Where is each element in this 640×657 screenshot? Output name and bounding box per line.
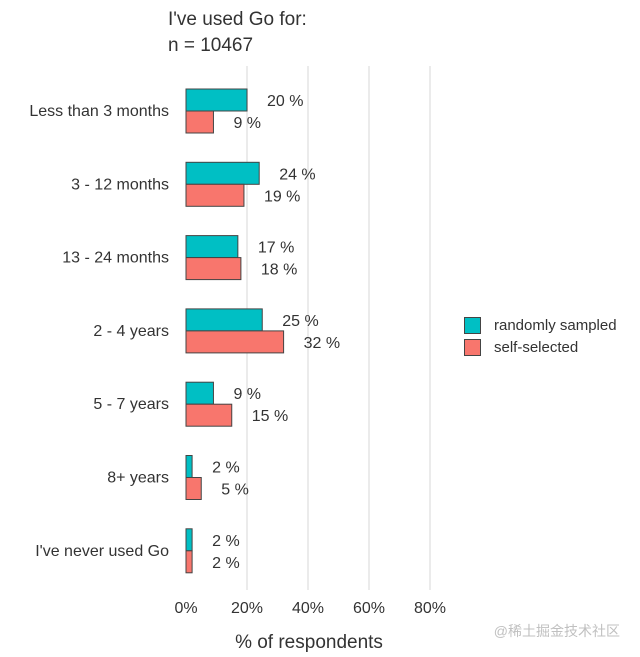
legend-item-self-selected: self-selected [464, 336, 617, 358]
x-tick-label-0: 0% [174, 600, 197, 617]
bar-self-selected-less-than-3-months [185, 110, 214, 134]
legend-label-randomly-sampled: randomly sampled [494, 316, 617, 334]
bar-randomly-sampled-2-4-years [185, 308, 263, 332]
data-label-self-selected-less-than-3-months: 9 % [233, 115, 261, 132]
category-label-i-ve-never-used-go: I've never used Go [35, 543, 169, 560]
bar-self-selected-13-24-months [185, 257, 242, 281]
bar-self-selected-2-4-years [185, 330, 285, 354]
data-label-self-selected-13-24-months: 18 % [261, 262, 297, 279]
bar-randomly-sampled-3-12-months [185, 161, 260, 185]
data-label-randomly-sampled-3-12-months: 24 % [279, 166, 315, 183]
data-label-self-selected-3-12-months: 19 % [264, 188, 300, 205]
data-label-self-selected-2-4-years: 32 % [304, 335, 340, 352]
bar-self-selected-3-12-months [185, 183, 245, 207]
category-label-less-than-3-months: Less than 3 months [29, 103, 169, 120]
x-tick-label-60: 60% [353, 600, 385, 617]
chart-subtitle: n = 10467 [168, 35, 254, 56]
category-label-8-years: 8+ years [107, 470, 169, 487]
chart-title: I've used Go for: [168, 9, 307, 30]
watermark: @稀土掘金技术社区 [493, 623, 620, 639]
bar-randomly-sampled-less-than-3-months [185, 88, 248, 112]
legend-swatch-self-selected [464, 338, 481, 356]
x-tick-label-80: 80% [414, 600, 446, 617]
x-axis-label: % of respondents [235, 632, 383, 653]
legend-swatch-randomly-sampled [464, 316, 481, 334]
data-label-randomly-sampled-5-7-years: 9 % [233, 386, 261, 403]
legend-item-randomly-sampled: randomly sampled [464, 314, 617, 336]
bar-randomly-sampled-8-years [185, 455, 193, 478]
category-label-2-4-years: 2 - 4 years [93, 323, 169, 340]
bar-self-selected-8-years [185, 477, 202, 500]
data-label-randomly-sampled-13-24-months: 17 % [258, 240, 294, 257]
legend-label-self-selected: self-selected [494, 338, 579, 356]
data-label-self-selected-8-years: 5 % [221, 482, 249, 499]
category-label-5-7-years: 5 - 7 years [93, 396, 169, 413]
bar-self-selected-i-ve-never-used-go [185, 550, 193, 574]
bar-randomly-sampled-i-ve-never-used-go [185, 528, 193, 552]
bar-randomly-sampled-13-24-months [185, 235, 239, 259]
data-label-randomly-sampled-less-than-3-months: 20 % [267, 93, 303, 110]
bar-self-selected-5-7-years [185, 403, 233, 427]
x-tick-label-40: 40% [292, 600, 324, 617]
data-label-randomly-sampled-i-ve-never-used-go: 2 % [212, 533, 240, 550]
data-label-self-selected-i-ve-never-used-go: 2 % [212, 555, 240, 572]
category-label-13-24-months: 13 - 24 months [62, 250, 169, 267]
category-label-3-12-months: 3 - 12 months [71, 176, 169, 193]
x-tick-label-20: 20% [231, 600, 263, 617]
data-label-randomly-sampled-8-years: 2 % [212, 460, 240, 477]
data-label-self-selected-5-7-years: 15 % [252, 408, 288, 425]
legend: randomly sampled self-selected [464, 314, 617, 358]
bar-randomly-sampled-5-7-years [185, 381, 214, 405]
data-label-randomly-sampled-2-4-years: 25 % [282, 313, 318, 330]
